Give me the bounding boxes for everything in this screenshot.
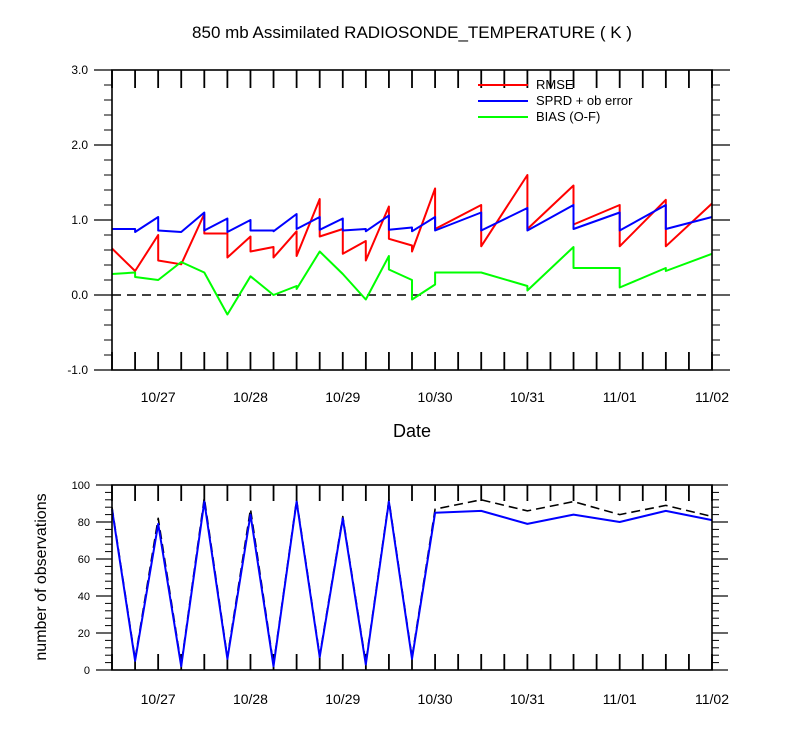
y-tick-label: 2.0 bbox=[71, 138, 88, 152]
series-line-possible-observations bbox=[111, 497, 713, 666]
chart-title: 850 mb Assimilated RADIOSONDE_TEMPERATUR… bbox=[192, 23, 632, 42]
x-axis-label: Date bbox=[393, 421, 431, 441]
y-tick-label: 1.0 bbox=[71, 213, 88, 227]
y-tick-label: 0.0 bbox=[71, 288, 88, 302]
series-line-sprd-ob-error bbox=[112, 204, 713, 233]
legend-label: RMSE bbox=[536, 77, 574, 92]
x-tick-label: 10/29 bbox=[325, 691, 360, 707]
plot-frame bbox=[111, 69, 713, 371]
x-tick-label: 10/30 bbox=[418, 389, 453, 405]
y-tick-label: 60 bbox=[78, 554, 90, 566]
x-tick-label: 10/31 bbox=[510, 691, 545, 707]
series-line-bias-o-f bbox=[111, 246, 713, 316]
legend-label: SPRD + ob error bbox=[536, 93, 633, 108]
x-tick-label: 11/02 bbox=[695, 691, 729, 707]
x-tick-label: 10/28 bbox=[233, 389, 268, 405]
x-tick-label: 10/30 bbox=[418, 691, 453, 707]
x-tick-label: 10/28 bbox=[233, 691, 268, 707]
legend-label: BIAS (O-F) bbox=[536, 109, 600, 124]
plot-frame bbox=[111, 484, 713, 671]
y-tick-label: 20 bbox=[78, 628, 90, 640]
y-tick-label: 40 bbox=[78, 591, 90, 603]
y-tick-label: 3.0 bbox=[71, 63, 88, 77]
x-tick-label: 10/31 bbox=[510, 389, 545, 405]
y-tick-label: 0 bbox=[84, 665, 90, 677]
x-tick-label: 10/27 bbox=[141, 389, 176, 405]
y-axis-label-observations: number of observations bbox=[33, 493, 50, 660]
series-line-rmse bbox=[111, 174, 713, 272]
x-tick-label: 11/02 bbox=[695, 389, 729, 405]
series-line-assimilated-observations bbox=[111, 500, 713, 668]
x-tick-label: 10/29 bbox=[325, 389, 360, 405]
statistics-panel: -1.0 0.0 1.0 2.0 3.0 10/27 10/28 10/29 10/30 10/3… bbox=[67, 63, 730, 405]
y-tick-label: 100 bbox=[72, 480, 90, 492]
y-tick-label: 80 bbox=[78, 517, 90, 529]
x-tick-label: 10/27 bbox=[141, 691, 176, 707]
x-tick-label: 11/01 bbox=[603, 389, 637, 405]
x-tick-label: 11/01 bbox=[603, 691, 637, 707]
observations-panel: 0 20 40 60 80 100 10/27 10/28 10/29 10/30 10/31 11/… bbox=[72, 480, 730, 707]
y-tick-label: -1.0 bbox=[67, 363, 88, 377]
